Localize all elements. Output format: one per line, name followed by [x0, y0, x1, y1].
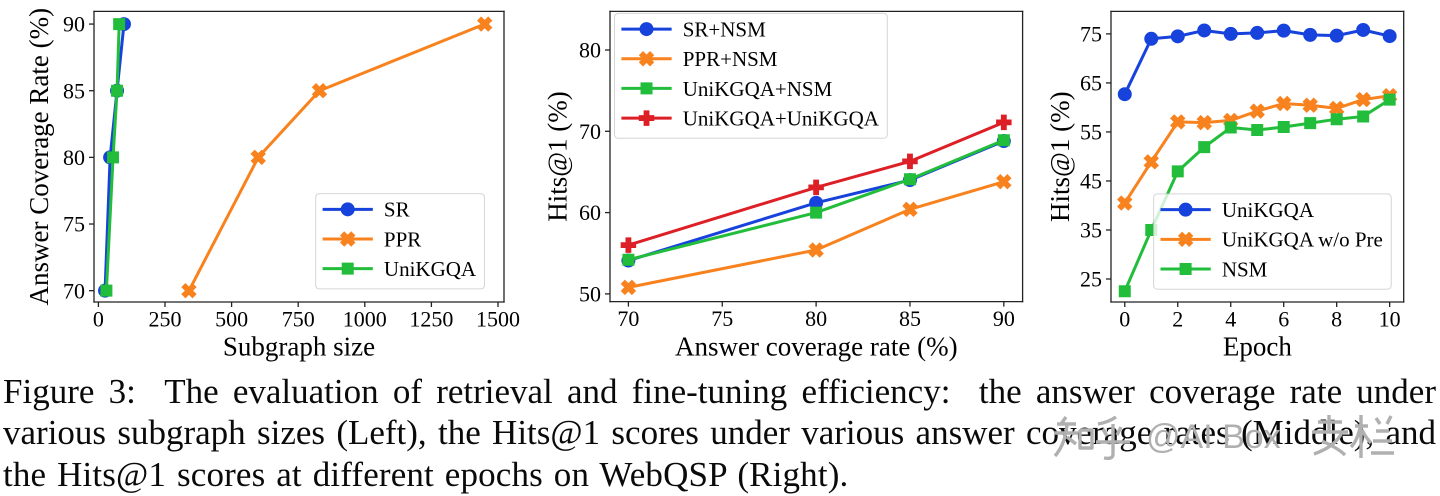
svg-text:PPR+NSM: PPR+NSM	[683, 47, 778, 71]
svg-text:SR: SR	[384, 198, 410, 222]
svg-text:55: 55	[1080, 120, 1102, 145]
svg-text:85: 85	[63, 78, 85, 103]
svg-text:90: 90	[993, 306, 1015, 331]
svg-text:NSM: NSM	[1222, 257, 1268, 281]
svg-text:Hits@1 (%): Hits@1 (%)	[1045, 91, 1075, 222]
svg-text:Subgraph size: Subgraph size	[223, 332, 375, 362]
svg-text:UniKGQA: UniKGQA	[1222, 198, 1315, 222]
svg-text:Answer coverage rate (%): Answer coverage rate (%)	[675, 331, 958, 361]
svg-text:2: 2	[1172, 306, 1183, 331]
svg-text:UniKGQA w/o Pre: UniKGQA w/o Pre	[1222, 228, 1383, 252]
svg-text:0: 0	[93, 306, 104, 331]
svg-text:25: 25	[1080, 267, 1102, 292]
svg-text:750: 750	[282, 306, 315, 331]
svg-text:1000: 1000	[343, 306, 387, 331]
svg-text:Hits@1 (%): Hits@1 (%)	[543, 91, 573, 222]
svg-text:70: 70	[579, 119, 601, 144]
svg-text:75: 75	[1080, 22, 1102, 47]
svg-text:4: 4	[1225, 306, 1236, 331]
svg-text:0: 0	[1119, 306, 1130, 331]
svg-text:10: 10	[1379, 306, 1401, 331]
svg-text:70: 70	[617, 306, 639, 331]
svg-text:UniKGQA: UniKGQA	[384, 257, 477, 281]
svg-text:@AI Box: @AI Box	[1146, 418, 1281, 456]
svg-text:65: 65	[1080, 71, 1102, 96]
svg-text:50: 50	[579, 282, 601, 307]
svg-text:UniKGQA+NSM: UniKGQA+NSM	[683, 77, 833, 101]
svg-text:70: 70	[63, 278, 85, 303]
svg-text:85: 85	[899, 306, 921, 331]
svg-text:UniKGQA+UniKGQA: UniKGQA+UniKGQA	[683, 106, 880, 130]
svg-text:75: 75	[63, 212, 85, 237]
svg-text:8: 8	[1331, 306, 1342, 331]
svg-text:500: 500	[215, 306, 248, 331]
svg-text:1500: 1500	[476, 306, 520, 331]
svg-text:1250: 1250	[409, 306, 453, 331]
svg-text:60: 60	[579, 200, 601, 225]
svg-text:250: 250	[148, 306, 181, 331]
svg-text:PPR: PPR	[384, 227, 421, 251]
svg-text:Answer Coverage Rate (%): Answer Coverage Rate (%)	[24, 8, 54, 306]
svg-text:45: 45	[1080, 169, 1102, 194]
svg-text:80: 80	[579, 38, 601, 63]
svg-text:75: 75	[711, 306, 733, 331]
svg-text:6: 6	[1278, 306, 1289, 331]
svg-text:35: 35	[1080, 218, 1102, 243]
svg-text:90: 90	[63, 12, 85, 37]
svg-text:SR+NSM: SR+NSM	[683, 17, 766, 41]
svg-text:80: 80	[805, 306, 827, 331]
svg-text:Epoch: Epoch	[1223, 332, 1292, 362]
svg-text:80: 80	[63, 145, 85, 170]
